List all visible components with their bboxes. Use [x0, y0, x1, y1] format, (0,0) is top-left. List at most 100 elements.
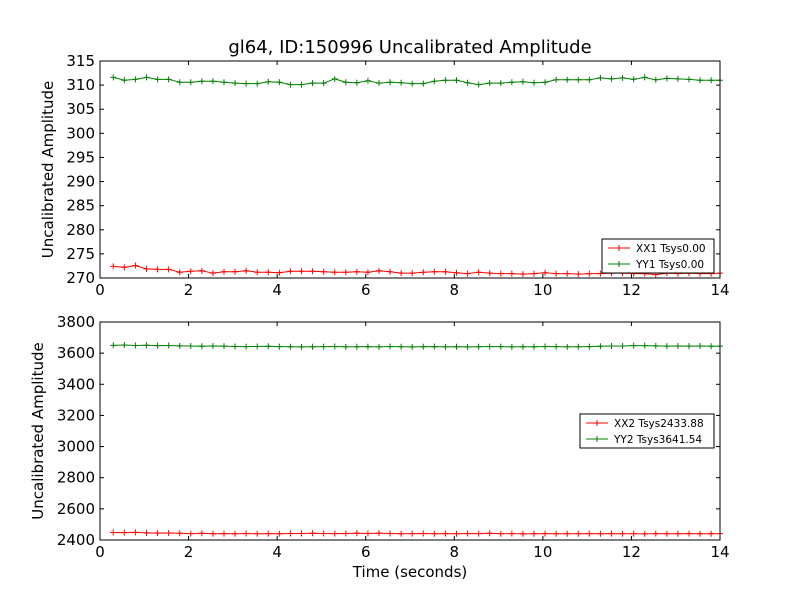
data-point [409, 80, 416, 87]
data-point [686, 530, 692, 537]
data-point [453, 269, 460, 276]
data-point [708, 77, 715, 84]
data-point [674, 342, 681, 349]
y-tick-label: 3600 [57, 344, 95, 362]
x-tick-label: 2 [184, 281, 194, 299]
data-point [265, 78, 272, 85]
data-point [464, 530, 471, 537]
y-tick-label: 3400 [57, 375, 95, 393]
data-point [165, 266, 172, 273]
data-point [232, 80, 239, 87]
axes-frame [99, 60, 721, 279]
x-tick-label: 12 [622, 281, 641, 299]
data-point [663, 75, 670, 82]
data-point [641, 74, 648, 81]
legend: XX1 Tsys0.00 YY1 Tsys0.00 [601, 238, 715, 274]
x-tick-label: 10 [533, 543, 552, 561]
data-point [531, 343, 537, 350]
data-point [708, 530, 715, 537]
legend-marker [594, 420, 600, 426]
x-tick-label: 6 [361, 543, 371, 561]
data-point [431, 530, 438, 537]
data-point [475, 269, 482, 276]
data-point [364, 530, 371, 537]
data-point [287, 530, 294, 537]
data-point [187, 268, 194, 275]
data-point [508, 343, 515, 350]
data-point [176, 79, 183, 86]
data-point [121, 264, 128, 271]
data-point [586, 343, 593, 350]
data-point [697, 77, 704, 84]
legend-marker [616, 261, 622, 267]
data-point [376, 80, 382, 87]
data-point [121, 77, 128, 84]
data-point [165, 76, 172, 83]
data-point [697, 530, 704, 537]
data-point [320, 80, 327, 87]
data-point [497, 80, 504, 87]
data-point [674, 75, 681, 82]
data-point [586, 76, 593, 83]
data-point [564, 530, 571, 537]
data-point [564, 343, 571, 350]
data-point [320, 530, 327, 537]
data-point [531, 530, 537, 537]
data-point [342, 530, 349, 537]
legend-label: YY1 Tsys0.00 [635, 259, 704, 271]
y-axis-label: Uncalibrated Amplitude [29, 342, 47, 519]
data-point [575, 530, 582, 537]
y-tick-label: 275 [66, 245, 95, 263]
data-point [342, 343, 349, 350]
data-point [254, 80, 261, 87]
x-tick-label: 8 [450, 543, 460, 561]
x-tick-label: 2 [184, 543, 194, 561]
legend-box [601, 238, 715, 274]
data-point [187, 79, 194, 86]
data-point [209, 342, 216, 349]
data-point [542, 269, 549, 276]
data-point [353, 343, 360, 350]
data-point [608, 342, 615, 349]
data-point [553, 76, 560, 83]
data-point [531, 79, 537, 86]
y-tick-label: 290 [66, 173, 95, 191]
data-point [652, 342, 659, 349]
data-point [575, 271, 582, 278]
data-point [508, 270, 515, 277]
series-2-1 [110, 529, 723, 537]
data-point [176, 269, 183, 276]
y-tick-label: 315 [66, 52, 95, 70]
data-point [198, 343, 205, 350]
data-point [586, 270, 593, 277]
data-point [475, 343, 482, 350]
data-point [143, 74, 150, 81]
data-point [276, 343, 283, 350]
data-point [176, 530, 183, 537]
data-point [121, 529, 128, 536]
data-point [154, 342, 161, 349]
data-point [497, 343, 504, 350]
data-point [364, 269, 371, 276]
data-point [475, 530, 482, 537]
x-tick-label: 8 [450, 281, 460, 299]
data-point [342, 79, 349, 86]
legend-label: XX1 Tsys0.00 [636, 243, 706, 255]
data-point [209, 78, 216, 85]
data-point [453, 530, 460, 537]
data-point [187, 530, 194, 537]
x-axis-label: Time (seconds) [352, 563, 468, 581]
data-point [553, 270, 560, 277]
data-point [143, 265, 150, 272]
data-point [553, 530, 560, 537]
data-point [331, 530, 338, 537]
legend: XX2 Tsys2433.88 YY2 Tsys3641.54 [579, 413, 715, 449]
data-point [464, 343, 471, 350]
x-tick-label: 4 [272, 543, 282, 561]
y-tick-label: 295 [66, 148, 95, 166]
data-point [641, 530, 648, 537]
data-point [198, 78, 205, 85]
x-tick-label: 12 [622, 543, 641, 561]
data-point [298, 530, 305, 537]
data-point [243, 343, 250, 350]
